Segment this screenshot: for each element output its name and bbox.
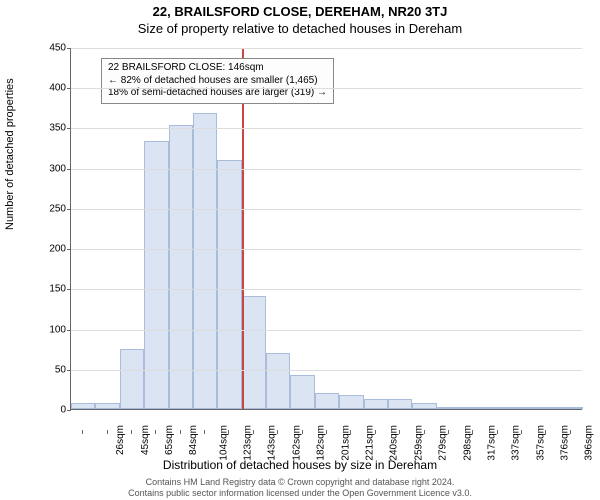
page-title: 22, BRAILSFORD CLOSE, DEREHAM, NR20 3TJ — [0, 0, 600, 19]
bar — [461, 407, 485, 409]
bar — [559, 407, 583, 409]
gridline — [71, 169, 582, 170]
bar — [95, 403, 119, 409]
ytick-mark — [67, 88, 71, 89]
gridline — [71, 209, 582, 210]
xtick-mark — [399, 430, 400, 434]
bar — [485, 407, 509, 409]
bar — [510, 407, 534, 409]
bar — [437, 407, 461, 409]
bar — [120, 349, 144, 409]
ytick-label: 250 — [42, 203, 66, 214]
xtick-mark — [424, 430, 425, 434]
ytick-mark — [67, 370, 71, 371]
ytick-label: 150 — [42, 284, 66, 295]
plot-area: 22 BRAILSFORD CLOSE: 146sqm ← 82% of det… — [70, 48, 582, 410]
gridline — [71, 370, 582, 371]
ytick-label: 400 — [42, 83, 66, 94]
xtick-mark — [521, 430, 522, 434]
gridline — [71, 48, 582, 49]
ytick-label: 200 — [42, 244, 66, 255]
ytick-label: 100 — [42, 324, 66, 335]
ytick-mark — [67, 410, 71, 411]
bar — [388, 399, 412, 409]
xtick-label: 84sqm — [188, 425, 199, 455]
xtick-mark — [228, 430, 229, 434]
xtick-mark — [204, 430, 205, 434]
xtick-mark — [497, 430, 498, 434]
infobox-line2: ← 82% of detached houses are smaller (1,… — [108, 75, 327, 88]
xtick-label: 396sqm — [584, 425, 595, 461]
xtick-mark — [180, 430, 181, 434]
ytick-label: 450 — [42, 43, 66, 54]
bar — [217, 160, 241, 409]
ytick-mark — [67, 128, 71, 129]
ytick-label: 0 — [42, 405, 66, 416]
bar — [412, 403, 436, 409]
xtick-mark — [570, 430, 571, 434]
ytick-mark — [67, 289, 71, 290]
x-axis-label: Distribution of detached houses by size … — [0, 458, 600, 472]
xtick-mark — [277, 430, 278, 434]
y-axis-label: Number of detached properties — [4, 78, 16, 230]
bar — [339, 395, 363, 409]
bar — [290, 375, 314, 409]
ytick-label: 300 — [42, 163, 66, 174]
xtick-mark — [350, 430, 351, 434]
xtick-mark — [448, 430, 449, 434]
bar — [315, 393, 339, 409]
xtick-mark — [155, 430, 156, 434]
xtick-label: 65sqm — [164, 425, 175, 455]
gridline — [71, 128, 582, 129]
ytick-mark — [67, 330, 71, 331]
bar — [534, 407, 558, 409]
bar — [71, 403, 95, 409]
xtick-mark — [472, 430, 473, 434]
ytick-mark — [67, 169, 71, 170]
gridline — [71, 88, 582, 89]
footer: Contains HM Land Registry data © Crown c… — [0, 477, 600, 498]
page-subtitle: Size of property relative to detached ho… — [0, 19, 600, 36]
gridline — [71, 330, 582, 331]
ytick-mark — [67, 209, 71, 210]
xtick-mark — [375, 430, 376, 434]
xtick-label: 45sqm — [140, 425, 151, 455]
xtick-mark — [82, 430, 83, 434]
ytick-mark — [67, 48, 71, 49]
ytick-mark — [67, 249, 71, 250]
bar — [193, 113, 217, 409]
footer-line2: Contains public sector information licen… — [0, 488, 600, 498]
xtick-mark — [326, 430, 327, 434]
xtick-label: 26sqm — [115, 425, 126, 455]
gridline — [71, 289, 582, 290]
ytick-label: 350 — [42, 123, 66, 134]
footer-line1: Contains HM Land Registry data © Crown c… — [0, 477, 600, 487]
xtick-mark — [302, 430, 303, 434]
xtick-mark — [253, 430, 254, 434]
infobox-line1: 22 BRAILSFORD CLOSE: 146sqm — [108, 62, 327, 75]
gridline — [71, 249, 582, 250]
bar — [242, 296, 266, 409]
xtick-mark — [545, 430, 546, 434]
bar — [169, 125, 193, 409]
bar — [266, 353, 290, 409]
bar — [364, 399, 388, 409]
info-box: 22 BRAILSFORD CLOSE: 146sqm ← 82% of det… — [101, 58, 334, 104]
ytick-label: 50 — [42, 364, 66, 375]
xtick-mark — [107, 430, 108, 434]
xtick-mark — [131, 430, 132, 434]
chart-area: 22 BRAILSFORD CLOSE: 146sqm ← 82% of det… — [50, 48, 590, 430]
